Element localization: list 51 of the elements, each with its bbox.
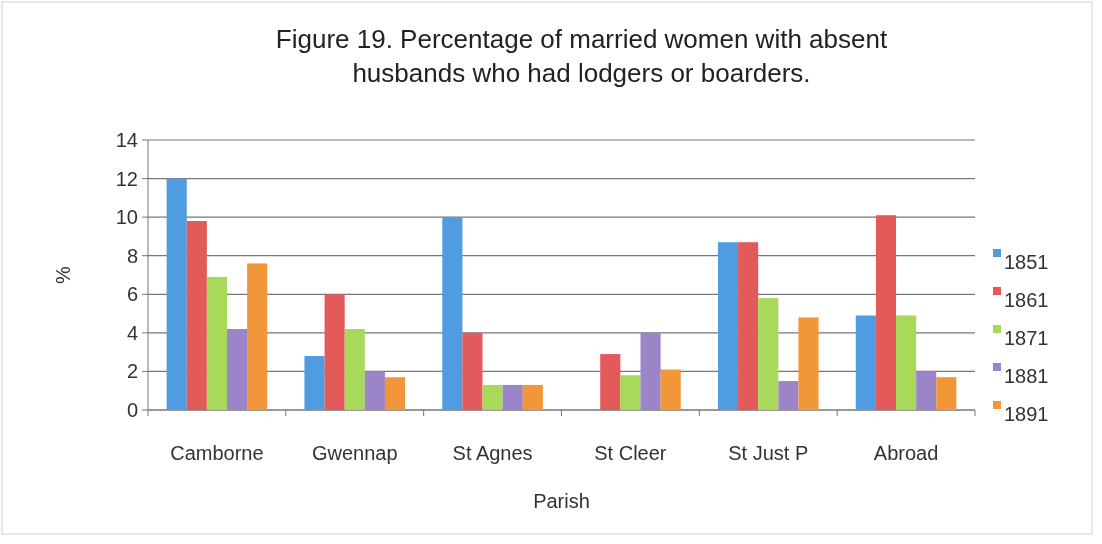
bar bbox=[600, 354, 621, 410]
bar bbox=[206, 276, 227, 410]
bar bbox=[896, 315, 917, 410]
bar bbox=[462, 332, 483, 410]
y-tick-label: 8 bbox=[126, 244, 138, 267]
bar bbox=[798, 317, 819, 410]
y-tick-label: 2 bbox=[126, 360, 138, 383]
bar bbox=[522, 384, 543, 410]
bar bbox=[186, 221, 207, 410]
bar bbox=[482, 384, 503, 410]
x-tick-label: Camborne bbox=[170, 442, 264, 464]
x-tick-label: St Just P bbox=[728, 442, 809, 464]
bar bbox=[738, 242, 759, 410]
bar bbox=[875, 215, 897, 410]
chart-title: Figure 19. Percentage of married women with absent husbands who had lodgers or boarders. bbox=[275, 24, 888, 88]
bar bbox=[758, 298, 779, 410]
x-axis-title: Parish bbox=[533, 490, 590, 512]
y-tick-label: 4 bbox=[126, 321, 138, 344]
bar bbox=[855, 315, 876, 410]
legend-label: 1861 bbox=[1004, 289, 1049, 311]
bar bbox=[660, 369, 681, 410]
bar bbox=[717, 242, 739, 410]
bar bbox=[620, 375, 641, 410]
bar bbox=[166, 178, 187, 410]
bar bbox=[442, 217, 463, 410]
bar bbox=[778, 381, 799, 410]
bar bbox=[344, 329, 365, 410]
bar bbox=[640, 332, 661, 410]
x-tick-label: Abroad bbox=[873, 442, 939, 464]
y-tick-label: 0 bbox=[126, 399, 138, 421]
bar bbox=[324, 294, 345, 410]
legend-label: 1891 bbox=[1004, 403, 1049, 425]
bar bbox=[502, 384, 523, 410]
bar bbox=[364, 371, 385, 410]
bar bbox=[304, 356, 325, 410]
bar bbox=[226, 329, 248, 410]
y-tick-label: 6 bbox=[126, 283, 138, 306]
y-axis-title: % bbox=[52, 265, 74, 284]
bar bbox=[384, 377, 406, 410]
bar bbox=[936, 377, 957, 410]
bar bbox=[916, 371, 937, 410]
y-tick-label: 10 bbox=[115, 206, 138, 229]
y-tick-label: 12 bbox=[115, 167, 138, 190]
x-tick-label: St Agnes bbox=[452, 442, 533, 464]
bar bbox=[247, 263, 268, 410]
x-tick-label: St Cleer bbox=[594, 442, 667, 464]
legend-label: 1881 bbox=[1004, 365, 1049, 387]
y-tick-label: 14 bbox=[115, 129, 138, 151]
x-tick-label: Gwennap bbox=[311, 442, 398, 464]
legend-label: 1871 bbox=[1004, 327, 1049, 349]
legend-label: 1851 bbox=[1004, 251, 1049, 273]
